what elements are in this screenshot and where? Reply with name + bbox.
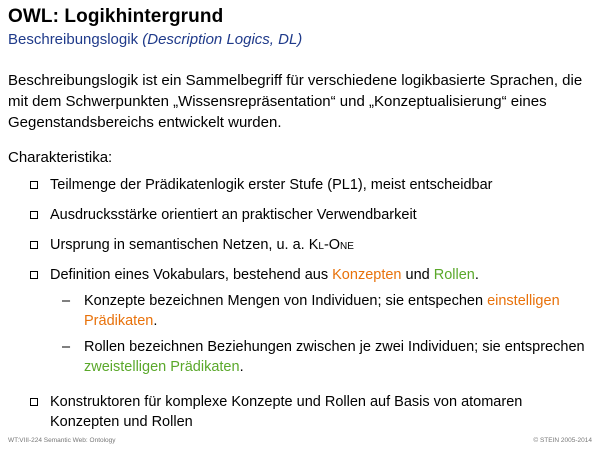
square-bullet-icon (30, 241, 38, 249)
bullet-text: Ausdrucksstärke orientiert an praktische… (50, 207, 417, 223)
term-konzepten: Konzepten (332, 267, 402, 283)
characteristics-label: Charakteristika: (8, 149, 113, 166)
page-subtitle: Beschreibungslogik (Description Logics, … (8, 31, 302, 48)
bullet-text: Definition eines Vokabulars, bestehend a… (50, 265, 595, 285)
bullet-text: Konstruktoren für komplexe Konzepte und … (50, 394, 523, 430)
square-bullet-icon (30, 181, 38, 189)
square-bullet-icon (30, 271, 38, 279)
bullet-text-part: Rollen bezeichnen Beziehungen zwischen j… (84, 339, 585, 355)
square-bullet-icon (30, 211, 38, 219)
square-bullet-icon (30, 398, 38, 406)
bullet-text-part: . (153, 313, 158, 329)
bullet-text-part: und (401, 267, 434, 283)
term-rollen: Rollen (433, 267, 475, 283)
bullet-text-part: . (474, 267, 479, 283)
intro-paragraph: Beschreibungslogik ist ein Sammelbegriff… (8, 72, 583, 131)
sub-bullet-text: Konzepte bezeichnen Mengen von Individue… (84, 291, 589, 331)
dash-bullet-icon: – (62, 293, 71, 309)
subtitle-paren: (Description Logics, DL) (142, 31, 303, 48)
term-zweistelligen-praedikaten: zweistelligen Prädikaten (84, 359, 240, 375)
bullet-text-part: Konzepte bezeichnen Mengen von Individue… (84, 293, 488, 309)
subtitle-main: Beschreibungslogik (8, 31, 139, 48)
bullet-text-part: Ursprung in semantischen Netzen, u. a. (50, 237, 309, 253)
footer-course-info: WT:VIII-224 Semantic Web: Ontology (8, 437, 116, 444)
kl-one-term: Kl-One (308, 237, 354, 253)
bullet-text-part: . (239, 359, 244, 375)
term-einstelligen-praedikaten: einstelligen Prädikaten (84, 293, 560, 329)
page-title: OWL: Logikhintergrund (8, 6, 224, 27)
footer-copyright: © STEIN 2005-2014 (533, 437, 592, 444)
bullet-text: Teilmenge der Prädikatenlogik erster Stu… (50, 177, 493, 193)
sub-bullet-text: Rollen bezeichnen Beziehungen zwischen j… (84, 337, 589, 377)
bullet-text-part: Definition eines Vokabulars, bestehend a… (50, 267, 333, 283)
dash-bullet-icon: – (62, 339, 71, 355)
bullet-text: Ursprung in semantischen Netzen, u. a. K… (50, 235, 595, 255)
